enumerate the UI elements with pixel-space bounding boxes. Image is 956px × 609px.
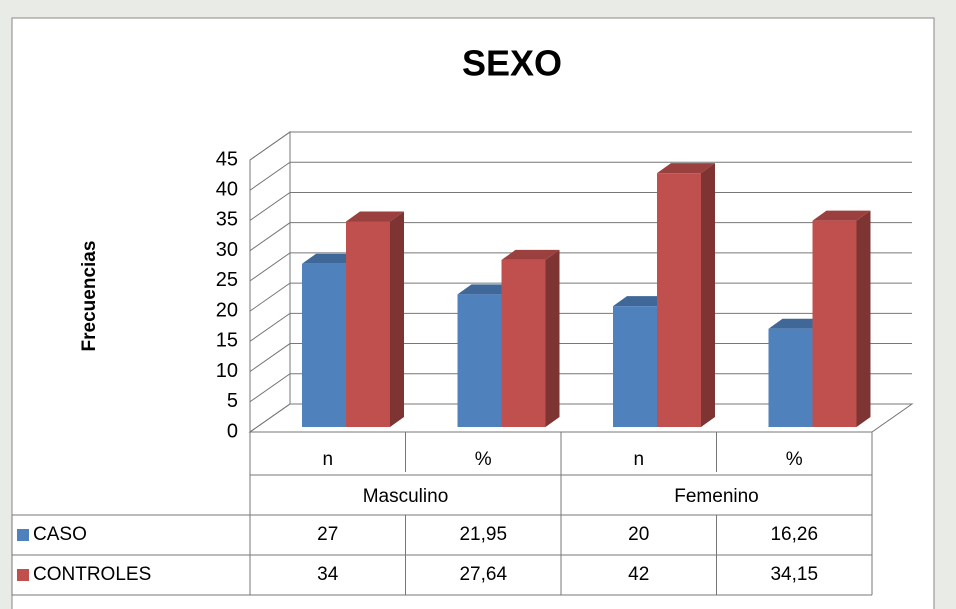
bar [812, 210, 871, 427]
bar-face [346, 211, 404, 222]
bar-face [768, 328, 813, 427]
bar-face [768, 318, 827, 329]
x-tick-label: n [633, 449, 644, 470]
x-tick-label: % [475, 449, 492, 470]
table-value: 20 [628, 524, 649, 545]
y-tick-label: 15 [216, 330, 238, 352]
bar-face [613, 306, 657, 427]
legend-label: CASO [33, 524, 87, 545]
bar-face [545, 249, 560, 427]
grid-line [249, 161, 912, 191]
y-tick-label: 25 [216, 269, 238, 291]
x-tick-label: % [786, 449, 803, 470]
table-value: 27 [317, 524, 338, 545]
y-tick-label: 40 [216, 179, 238, 201]
y-tick-label: 5 [227, 390, 238, 412]
x-tick-label: n [322, 449, 333, 470]
bar-face [501, 249, 560, 260]
table-value: 34 [317, 564, 339, 585]
y-tick-label: 0 [227, 420, 238, 442]
legend-swatch [17, 569, 29, 581]
table-value: 16,26 [770, 524, 818, 545]
bar-face [812, 220, 857, 427]
table-value: 34,15 [770, 564, 818, 585]
table-value: 21,95 [459, 524, 507, 545]
bar-face [457, 294, 502, 427]
table-value: 42 [628, 564, 649, 585]
bar-face [302, 263, 346, 427]
bar-face [657, 163, 715, 174]
bar [501, 249, 560, 427]
group-label: Masculino [363, 486, 449, 507]
y-tick-label: 30 [216, 239, 238, 261]
bar-face [346, 221, 390, 427]
bar-face [701, 163, 715, 427]
bar-face [390, 211, 404, 427]
y-axis-label: Frecuencias [79, 241, 100, 352]
y-tick-label: 20 [216, 299, 238, 321]
grid-line [249, 131, 912, 161]
bar-face [856, 210, 871, 427]
bar [346, 211, 404, 427]
group-label: Femenino [674, 486, 759, 507]
bar [657, 163, 715, 427]
y-tick-label: 35 [216, 209, 238, 231]
table-value: 27,64 [459, 564, 507, 585]
y-tick-label: 45 [216, 148, 238, 170]
bar-face [812, 210, 871, 221]
legend-swatch [17, 529, 29, 541]
bar-face [657, 173, 701, 427]
bar-face [501, 259, 546, 427]
y-tick-label: 10 [216, 360, 238, 382]
bar-face [302, 253, 360, 264]
bar-face [457, 284, 516, 295]
bar-face [613, 296, 671, 307]
chart-title: SEXO [462, 43, 562, 84]
legend-label: CONTROLES [33, 564, 151, 585]
